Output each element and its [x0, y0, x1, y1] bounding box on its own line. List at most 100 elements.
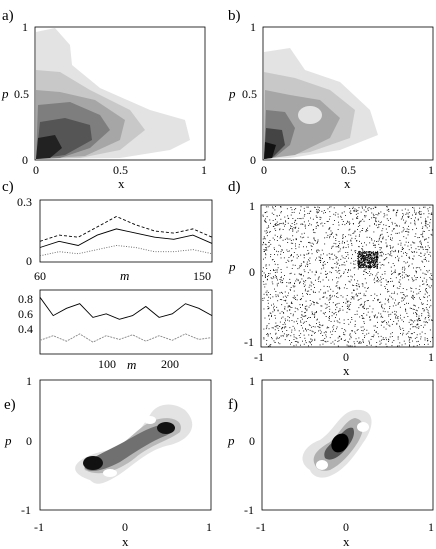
d-point: [297, 218, 299, 219]
d-point: [358, 285, 360, 287]
d-point: [354, 325, 356, 327]
d-point: [307, 266, 308, 267]
d-point: [380, 264, 382, 266]
d-point: [395, 304, 397, 306]
d-point: [351, 243, 353, 244]
d-point: [355, 293, 357, 295]
d-point: [294, 297, 296, 299]
d-point: [279, 292, 281, 294]
d-point: [273, 270, 275, 271]
d-point: [374, 260, 376, 262]
d-point: [371, 257, 373, 258]
d-point: [401, 246, 403, 248]
d-point: [369, 225, 371, 227]
d-point: [282, 239, 284, 241]
d-point: [278, 244, 280, 246]
d-point: [411, 320, 413, 322]
d-point: [352, 223, 354, 224]
d-point: [303, 321, 305, 323]
d-point: [417, 218, 419, 220]
d-point: [347, 244, 349, 246]
d-point: [322, 335, 324, 336]
d-point: [303, 215, 305, 217]
d-point: [306, 290, 308, 292]
d-point: [328, 279, 330, 281]
d-point: [385, 254, 387, 255]
d-point: [363, 265, 365, 267]
d-point: [296, 254, 298, 256]
d-point: [270, 312, 272, 314]
d-point: [276, 276, 277, 278]
d-point: [299, 299, 301, 300]
d-point: [401, 209, 403, 211]
d-point: [362, 255, 364, 257]
d-point: [320, 281, 321, 283]
d-point: [317, 278, 319, 280]
d-point: [402, 271, 404, 273]
d-point: [418, 255, 420, 256]
ytick-d-1: 1: [249, 199, 255, 213]
d-point: [358, 267, 360, 268]
d-point: [364, 259, 366, 260]
d-point: [408, 337, 410, 339]
d-point: [373, 336, 374, 338]
d-point: [414, 209, 415, 211]
d-point: [417, 267, 419, 268]
d-point: [358, 253, 360, 255]
d-point: [401, 255, 403, 257]
d-point: [319, 298, 321, 300]
d-point: [276, 240, 278, 241]
d-point: [266, 279, 268, 281]
d-point: [376, 260, 378, 262]
d-point: [360, 265, 362, 266]
d-point: [415, 212, 417, 214]
d-point: [341, 212, 343, 214]
d-point: [272, 327, 274, 329]
d-point: [369, 260, 371, 262]
d-point: [361, 257, 363, 259]
d-point: [297, 230, 299, 232]
d-point: [379, 224, 381, 225]
ytick-b-0: 0: [250, 153, 256, 167]
d-point: [361, 242, 362, 244]
d-point: [320, 223, 322, 225]
d-point: [413, 332, 415, 333]
d-point: [424, 253, 426, 255]
d-point: [332, 326, 334, 328]
d-point: [337, 251, 339, 253]
d-point: [381, 304, 383, 306]
panel-label-c: c): [2, 179, 14, 195]
contour-a-peak: [36, 135, 62, 159]
d-point: [366, 308, 367, 310]
d-point: [314, 315, 316, 317]
d-point: [300, 254, 302, 256]
d-point: [373, 254, 375, 256]
d-point: [383, 321, 385, 322]
d-point: [277, 224, 279, 225]
d-point: [332, 267, 333, 269]
d-point: [295, 226, 297, 228]
d-point: [354, 250, 356, 252]
d-point: [373, 253, 375, 255]
xtick-f-0: 0: [343, 520, 349, 534]
d-point: [342, 237, 344, 239]
d-point: [307, 329, 309, 330]
d-point: [424, 239, 425, 241]
d-point: [294, 273, 296, 275]
d-point: [292, 264, 294, 266]
d-point: [316, 302, 318, 304]
d-point: [374, 206, 376, 208]
d-point: [374, 262, 376, 263]
d-point: [428, 247, 430, 249]
d-point: [329, 318, 330, 320]
d-point: [329, 227, 331, 229]
d-point: [271, 314, 272, 316]
d-point: [295, 208, 297, 209]
d-point: [302, 340, 303, 342]
d-point: [264, 257, 266, 259]
d-point: [374, 264, 376, 265]
d-point: [377, 259, 379, 261]
d-point: [388, 314, 390, 315]
d-point: [390, 252, 392, 254]
d-point: [410, 336, 412, 338]
